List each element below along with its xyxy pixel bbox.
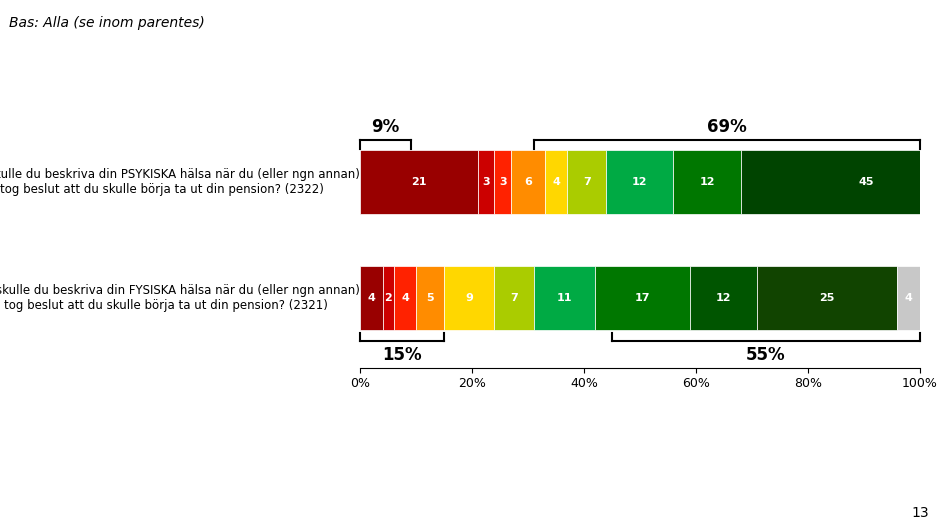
Text: Bas: Alla (se inom parentes): Bas: Alla (se inom parentes) — [9, 16, 205, 30]
Text: 13: 13 — [911, 506, 929, 520]
Bar — [495, 266, 534, 330]
Bar — [740, 150, 948, 214]
Text: Hur skulle du beskriva din PSYKISKA hälsa när du (eller ngn annan)
tog beslut at: Hur skulle du beskriva din PSYKISKA häls… — [0, 167, 360, 196]
Text: 9%: 9% — [372, 118, 399, 136]
Bar — [545, 150, 567, 214]
Text: 17: 17 — [635, 293, 650, 303]
Text: 45: 45 — [859, 176, 874, 186]
Text: 55%: 55% — [746, 346, 786, 364]
Bar — [607, 150, 673, 214]
Bar — [360, 266, 383, 330]
Bar — [360, 150, 478, 214]
Legend: 1 mycket dålig, 2, 3, 4, 5, 6, 7, 8, 9, 10 mycket god, Vet ej/vill ej svara: 1 mycket dålig, 2, 3, 4, 5, 6, 7, 8, 9, … — [391, 523, 889, 525]
Bar — [595, 266, 690, 330]
Text: 3: 3 — [499, 176, 506, 186]
Text: 15%: 15% — [382, 346, 422, 364]
Text: 4: 4 — [904, 293, 912, 303]
Text: 4: 4 — [368, 293, 375, 303]
Text: 9: 9 — [465, 293, 473, 303]
Text: 7: 7 — [583, 176, 591, 186]
Bar — [673, 150, 740, 214]
Bar — [416, 266, 444, 330]
Text: 21: 21 — [411, 176, 427, 186]
Bar — [757, 266, 897, 330]
Text: 4: 4 — [401, 293, 409, 303]
Text: 6: 6 — [524, 176, 532, 186]
Bar — [511, 150, 545, 214]
Text: 3: 3 — [483, 176, 490, 186]
Text: 12: 12 — [700, 176, 715, 186]
Text: 12: 12 — [716, 293, 732, 303]
Text: 5: 5 — [427, 293, 434, 303]
Bar — [444, 266, 495, 330]
Bar — [495, 150, 511, 214]
Bar — [478, 150, 495, 214]
Bar — [690, 266, 757, 330]
Bar — [383, 266, 393, 330]
Bar — [534, 266, 595, 330]
Bar — [567, 150, 607, 214]
Bar — [393, 266, 416, 330]
Text: Hur skulle du beskriva din FYSISKA hälsa när du (eller ngn annan)
tog beslut att: Hur skulle du beskriva din FYSISKA hälsa… — [0, 284, 360, 312]
Text: 69%: 69% — [706, 118, 746, 136]
Bar — [897, 266, 920, 330]
Text: 2: 2 — [384, 293, 392, 303]
Text: 25: 25 — [820, 293, 835, 303]
Text: 7: 7 — [510, 293, 518, 303]
Text: 11: 11 — [556, 293, 573, 303]
Text: 4: 4 — [552, 176, 560, 186]
Text: 12: 12 — [632, 176, 647, 186]
